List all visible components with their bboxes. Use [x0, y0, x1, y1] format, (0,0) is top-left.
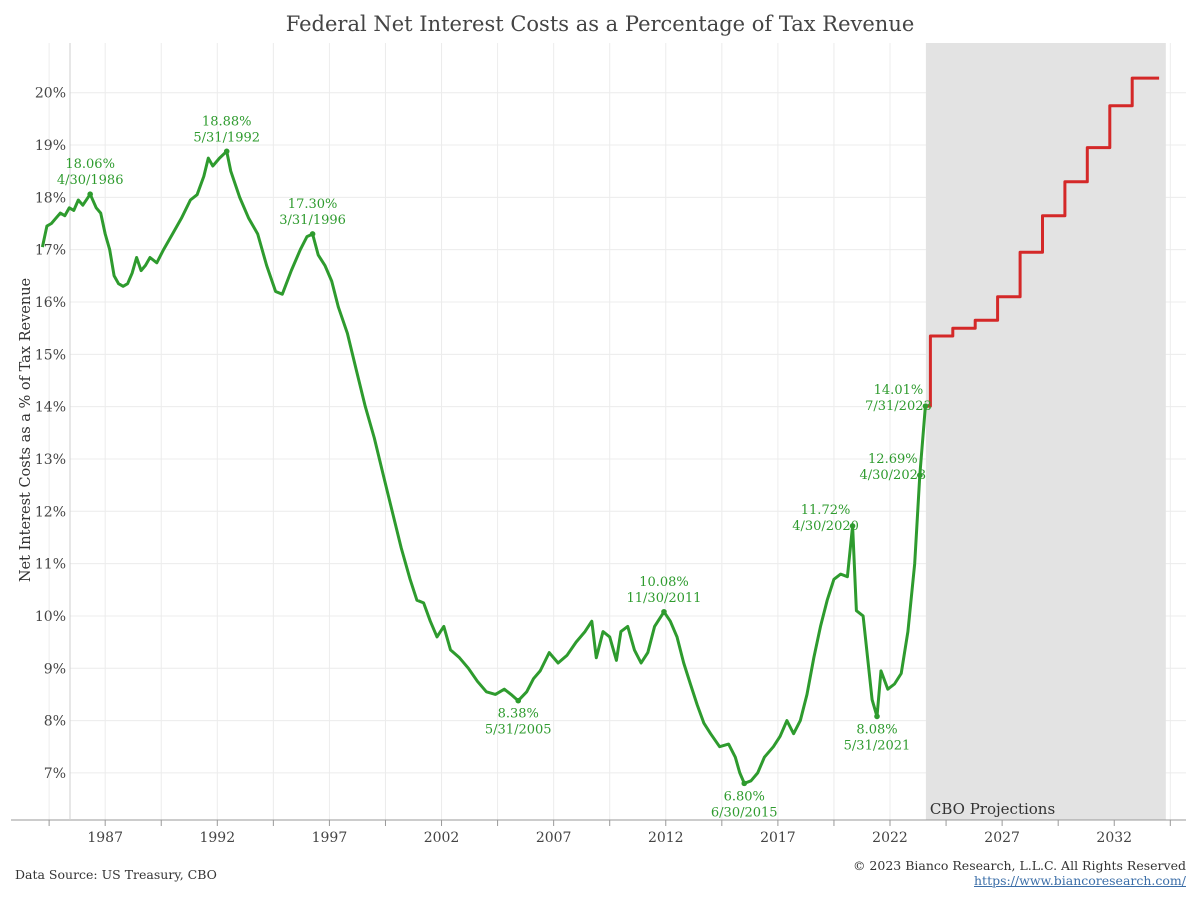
annotation-label: 4/30/2023	[859, 468, 926, 483]
annotation-label: 4/30/2020	[792, 519, 859, 534]
cbo-projection-band	[925, 43, 1166, 820]
annotation-label: 14.01%	[874, 383, 924, 398]
chart-title: Federal Net Interest Costs as a Percenta…	[285, 12, 915, 36]
y-tick-label: 9%	[44, 661, 66, 677]
annotation-label: 8.08%	[856, 722, 897, 737]
y-tick-label: 20%	[35, 86, 66, 102]
annotation-label: 8.38%	[498, 707, 539, 722]
y-axis-label: Net Interest Costs as a % of Tax Revenue	[18, 278, 34, 582]
y-tick-label: 7%	[44, 766, 66, 782]
series-lines	[40, 76, 1160, 785]
cbo-projection-label: CBO Projections	[930, 800, 1055, 818]
x-tick-label: 2012	[648, 830, 684, 846]
annotation-marker	[922, 403, 929, 409]
annotation-marker	[874, 713, 880, 720]
annotation-marker	[223, 148, 230, 155]
y-tick-label: 13%	[35, 452, 66, 468]
x-tick-label: 1987	[87, 830, 123, 846]
x-tick-label: 2022	[872, 830, 908, 846]
copyright-text: © 2023 Bianco Research, L.L.C. All Right…	[852, 858, 1186, 873]
annotation-marker	[741, 780, 748, 787]
x-tick-label: 2007	[536, 830, 572, 846]
y-tick-label: 19%	[35, 138, 66, 154]
y-tick-label: 8%	[44, 714, 66, 730]
annotations: 18.06%4/30/1986 18.88%5/31/1992 17.30%3/31…	[57, 114, 932, 820]
copyright-block: © 2023 Bianco Research, L.L.C. All Right…	[853, 858, 1186, 888]
annotation-label: 6/30/2015	[711, 805, 778, 820]
x-tick-label: 1992	[199, 830, 235, 846]
annotation-label: 3/31/1996	[279, 213, 346, 228]
y-tick-label: 18%	[35, 190, 66, 206]
annotation-label: 5/31/2021	[844, 738, 911, 753]
annotation-marker	[309, 231, 316, 237]
y-tick-label: 12%	[35, 504, 66, 520]
x-tick-label: 2032	[1096, 830, 1132, 846]
data-source-note: Data Source: US Treasury, CBO	[15, 867, 217, 882]
annotation-label: 6.80%	[724, 789, 765, 804]
x-tick-label: 1997	[312, 830, 348, 846]
annotation-label: 4/30/1986	[57, 173, 124, 188]
annotation-label: 5/31/1992	[193, 130, 260, 145]
annotation-marker	[87, 191, 93, 198]
annotation-label: 18.88%	[202, 114, 252, 129]
annotation-marker	[917, 472, 923, 478]
projection-region: CBO Projections	[925, 43, 1166, 820]
annotation-label: 18.06%	[65, 157, 115, 172]
annotation-marker	[515, 697, 522, 704]
annotation-marker	[661, 608, 667, 615]
annotation-label: 5/31/2005	[485, 723, 552, 738]
annotation-label: 10.08%	[639, 575, 689, 590]
projection-line	[925, 76, 1160, 408]
y-tick-label: 14%	[35, 400, 66, 416]
website-link[interactable]: https://www.biancoresearch.com/	[974, 873, 1186, 888]
annotation-label: 11.72%	[801, 503, 851, 518]
x-tick-label: 2002	[424, 830, 460, 846]
historical-line	[40, 149, 927, 785]
x-tick-label: 2027	[984, 830, 1020, 846]
y-tick-label: 11%	[35, 557, 66, 573]
x-tick-label: 2017	[760, 830, 796, 846]
y-tick-label: 16%	[35, 295, 66, 311]
annotation-label: 7/31/2023	[865, 399, 932, 414]
y-tick-label: 15%	[35, 347, 66, 363]
annotation-marker	[849, 523, 856, 529]
y-tick-label: 10%	[35, 609, 66, 625]
annotation-label: 12.69%	[868, 452, 918, 467]
annotation-label: 17.30%	[288, 197, 338, 212]
y-tick-label: 17%	[35, 243, 66, 259]
annotation-label: 11/30/2011	[627, 591, 702, 606]
